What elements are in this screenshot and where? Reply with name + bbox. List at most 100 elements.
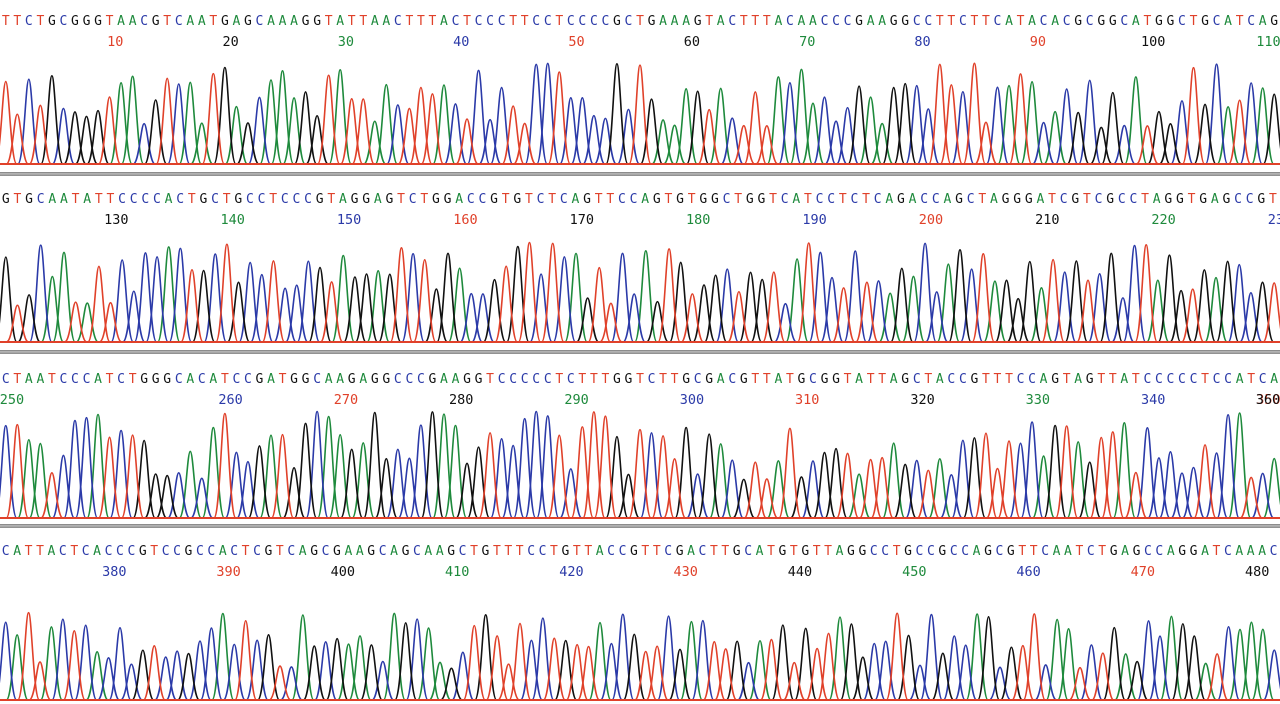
base-call: C <box>538 544 547 559</box>
position-label: 40 <box>453 34 470 50</box>
peak-T <box>657 248 681 343</box>
peak-G <box>339 448 364 519</box>
base-call: T <box>548 192 557 207</box>
peak-C <box>736 661 761 701</box>
peak-A <box>190 122 214 165</box>
peak-G <box>851 656 875 701</box>
peak-G <box>436 252 460 343</box>
peak-C <box>1112 124 1137 165</box>
base-call: A <box>878 14 887 29</box>
base-call: A <box>1246 544 1255 559</box>
base-call: C <box>1094 192 1103 207</box>
peak-G <box>354 273 379 343</box>
base-call: T <box>838 192 847 207</box>
peak-G <box>74 115 99 165</box>
peak-A <box>259 79 283 165</box>
peak-A <box>1043 110 1067 165</box>
position-label: 290 <box>564 392 589 408</box>
peak-A <box>374 83 399 165</box>
base-call: T <box>1029 544 1038 559</box>
peak-G <box>999 646 1024 701</box>
base-call: A <box>755 544 764 559</box>
peak-T <box>1068 666 1092 701</box>
base-call: T <box>664 192 673 207</box>
base-call: G <box>428 372 437 387</box>
base-call: C <box>949 544 958 559</box>
peak-T <box>1134 243 1159 343</box>
base-call: A <box>571 192 580 207</box>
peak-A <box>316 415 341 519</box>
peak-T <box>339 98 364 165</box>
base-call: T <box>982 14 990 29</box>
base-call: C <box>313 372 322 387</box>
base-call: C <box>601 14 610 29</box>
base-call: G <box>199 192 208 207</box>
peak-A <box>428 661 452 701</box>
peak-T <box>743 461 768 519</box>
base-call: A <box>93 544 101 559</box>
base-call: T <box>862 192 870 207</box>
base-call: A <box>797 14 806 29</box>
base-call: C <box>881 544 890 559</box>
peak-A <box>178 450 203 519</box>
base-call: A <box>1235 372 1244 387</box>
base-call: G <box>370 372 379 387</box>
base-call: G <box>1176 192 1184 207</box>
base-call: C <box>58 544 67 559</box>
peak-C <box>939 474 964 519</box>
peak-T <box>1076 279 1100 343</box>
base-call: T <box>1131 372 1140 387</box>
base-call: T <box>94 192 103 207</box>
base-call: C <box>1120 14 1129 29</box>
peak-T <box>1193 444 1217 519</box>
peak-C <box>109 429 133 519</box>
position-label: 300 <box>679 392 705 408</box>
peak-G <box>1066 111 1090 165</box>
base-call: C <box>607 544 615 559</box>
base-call: G <box>163 372 172 387</box>
peak-C <box>820 276 844 343</box>
peak-T <box>501 105 525 165</box>
peak-G <box>976 615 1001 701</box>
base-call: G <box>705 372 714 387</box>
base-call: C <box>912 372 921 387</box>
peak-C <box>451 651 475 701</box>
position-ruler: 10 20 30 40 50 60 70 80 90 100 110 <box>0 34 1280 52</box>
peak-G <box>1006 297 1031 343</box>
base-call: G <box>47 14 56 29</box>
base-call: T <box>128 372 137 387</box>
base-call: C <box>1223 544 1232 559</box>
peak-T <box>628 64 652 165</box>
peak-T <box>599 302 623 343</box>
peak-T <box>565 643 589 701</box>
peak-C <box>843 250 868 343</box>
base-call: T <box>1269 192 1277 207</box>
peak-C <box>120 663 143 701</box>
base-call: T <box>762 372 771 387</box>
base-call: T <box>24 544 33 559</box>
peak-G <box>893 82 917 165</box>
peak-A <box>983 280 1007 343</box>
base-call: C <box>474 14 483 29</box>
peak-C <box>1087 273 1112 343</box>
base-call: G <box>1164 192 1173 207</box>
base-call: G <box>1178 544 1187 559</box>
base-call: C <box>693 372 702 387</box>
base-call: T <box>978 192 987 207</box>
base-call: A <box>670 14 679 29</box>
position-label: 70 <box>799 34 816 50</box>
peak-C <box>639 432 664 519</box>
base-call: C <box>1028 372 1036 387</box>
peak-T <box>582 411 606 519</box>
base-call: T <box>13 372 22 387</box>
peak-C <box>616 108 641 165</box>
peak-C <box>314 640 338 701</box>
base-call: T <box>47 372 56 387</box>
peak-T <box>180 268 204 343</box>
base-call: A <box>298 544 307 559</box>
base-call: A <box>390 544 398 559</box>
base-call: G <box>897 192 905 207</box>
base-call: G <box>858 544 867 559</box>
